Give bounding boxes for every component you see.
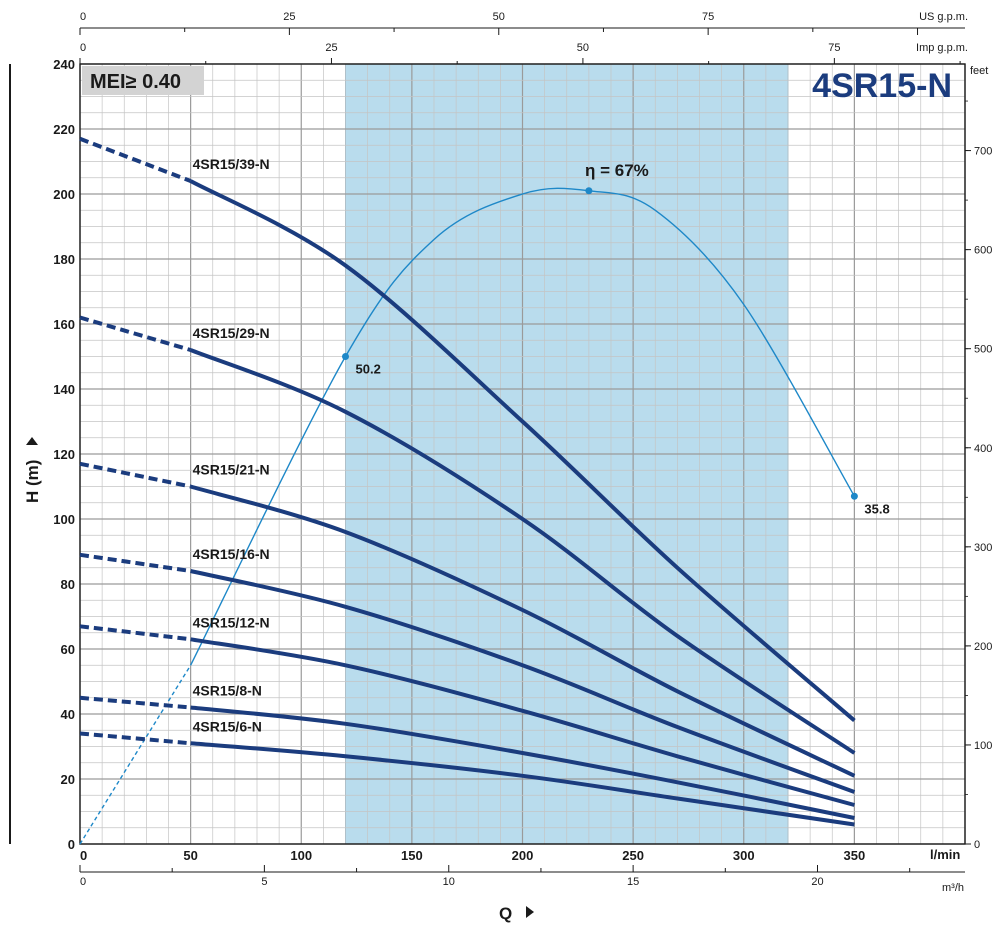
m3h-unit: m³/h — [942, 882, 964, 894]
imp-gpm-unit: Imp g.p.m. — [916, 42, 968, 54]
imp-gpm-tick-label: 0 — [80, 42, 86, 54]
m3h-tick-label: 0 — [80, 876, 86, 888]
x-tick-label: 150 — [401, 848, 423, 863]
us-gpm-tick-label: 50 — [493, 11, 505, 23]
y-tick-label: 120 — [53, 447, 75, 462]
y-axis-arrow-icon — [26, 437, 38, 445]
curve-label: 4SR15/16-N — [193, 546, 270, 562]
chart-title: 4SR15-N — [812, 67, 952, 105]
feet-tick-label: 100 — [974, 740, 992, 752]
pump-curve — [190, 484, 856, 778]
pump-curve-extension — [79, 315, 192, 352]
feet-unit: feet — [970, 65, 988, 77]
feet-tick-label: 600 — [974, 245, 992, 257]
y-tick-label: 180 — [53, 252, 75, 267]
pump-curve-extension — [79, 552, 191, 573]
m3h-tick-label: 5 — [261, 876, 267, 888]
pump-curve — [189, 348, 856, 755]
x-tick-label: 250 — [622, 848, 644, 863]
y-tick-label: 80 — [61, 577, 75, 592]
efficiency-curve-extension — [79, 664, 192, 845]
efficiency-point — [585, 187, 593, 195]
pump-curve — [190, 741, 855, 827]
lpm-unit: l/min — [930, 847, 960, 862]
x-tick-label: 50 — [183, 848, 197, 863]
m3h-tick-label: 20 — [811, 876, 823, 888]
y-tick-label: 0 — [68, 837, 75, 852]
feet-tick-label: 0 — [974, 839, 980, 851]
mei-label: MEI≥ 0.40 — [90, 71, 181, 93]
pump-curve — [189, 179, 856, 723]
x-tick-label: 0 — [80, 848, 87, 863]
efficiency-point-label: 35.8 — [864, 501, 889, 516]
pump-curve-extension — [79, 731, 191, 746]
us-gpm-tick-label: 0 — [80, 11, 86, 23]
x-tick-label: 300 — [733, 848, 755, 863]
feet-tick-label: 700 — [974, 146, 992, 158]
y-axis-label: H (m) — [23, 460, 42, 503]
labels-layer: 4SR15/39-N 4SR15/29-N 4SR15/21-N 4SR15/16-N… — [193, 156, 890, 734]
y-tick-label: 100 — [53, 512, 75, 527]
pump-curve — [190, 569, 856, 794]
y-tick-label: 20 — [61, 772, 75, 787]
feet-tick-label: 200 — [974, 641, 992, 653]
us-gpm-unit: US g.p.m. — [919, 11, 968, 23]
pump-curve-extension — [79, 461, 192, 489]
pump-curve-extension — [79, 624, 191, 642]
x-axis-label: Q — [499, 904, 512, 923]
y-tick-label: 240 — [53, 57, 75, 72]
efficiency-curve — [189, 187, 856, 666]
x-tick-label: 350 — [844, 848, 866, 863]
imp-gpm-tick-label: 25 — [325, 42, 337, 54]
us-gpm-tick-label: 75 — [702, 11, 714, 23]
pump-curve-extension — [79, 136, 192, 183]
y-tick-label: 200 — [53, 187, 75, 202]
pump-curve-extension — [79, 695, 191, 710]
x-axis-title: Q — [499, 904, 534, 923]
curve-label: 4SR15/21-N — [193, 462, 270, 478]
y-axis-title: H (m) — [23, 437, 42, 503]
y-tick-label: 60 — [61, 642, 75, 657]
y-tick-label: 40 — [61, 707, 75, 722]
mei-box — [82, 66, 204, 95]
axes-layer: 0204060801001201401601802002202400100200… — [53, 11, 992, 888]
pump-curve — [190, 637, 855, 807]
efficiency-point — [850, 492, 858, 500]
feet-tick-label: 500 — [974, 344, 992, 356]
efficiency-point — [342, 353, 349, 360]
curve-label: 4SR15/6-N — [193, 718, 262, 734]
imp-gpm-tick-label: 75 — [828, 42, 840, 54]
y-tick-label: 160 — [53, 317, 75, 332]
curve-label: 4SR15/29-N — [193, 325, 270, 341]
y-tick-label: 140 — [53, 382, 75, 397]
curves-layer — [79, 136, 856, 845]
x-tick-label: 100 — [290, 848, 312, 863]
x-axis-arrow-icon — [526, 906, 534, 918]
feet-tick-label: 400 — [974, 443, 992, 455]
us-gpm-tick-label: 25 — [283, 11, 295, 23]
imp-gpm-tick-label: 50 — [577, 42, 589, 54]
feet-tick-label: 300 — [974, 542, 992, 554]
curve-label: 4SR15/8-N — [193, 683, 262, 699]
efficiency-label: η = 67% — [585, 161, 649, 180]
pump-curve — [190, 705, 855, 820]
m3h-tick-label: 15 — [627, 876, 639, 888]
curve-label: 4SR15/39-N — [193, 156, 270, 172]
plot-frame — [79, 63, 966, 845]
x-tick-label: 200 — [512, 848, 534, 863]
y-tick-label: 220 — [53, 122, 75, 137]
m3h-tick-label: 10 — [443, 876, 455, 888]
curve-label: 4SR15/12-N — [193, 614, 270, 630]
efficiency-point-label: 50.2 — [356, 362, 381, 377]
